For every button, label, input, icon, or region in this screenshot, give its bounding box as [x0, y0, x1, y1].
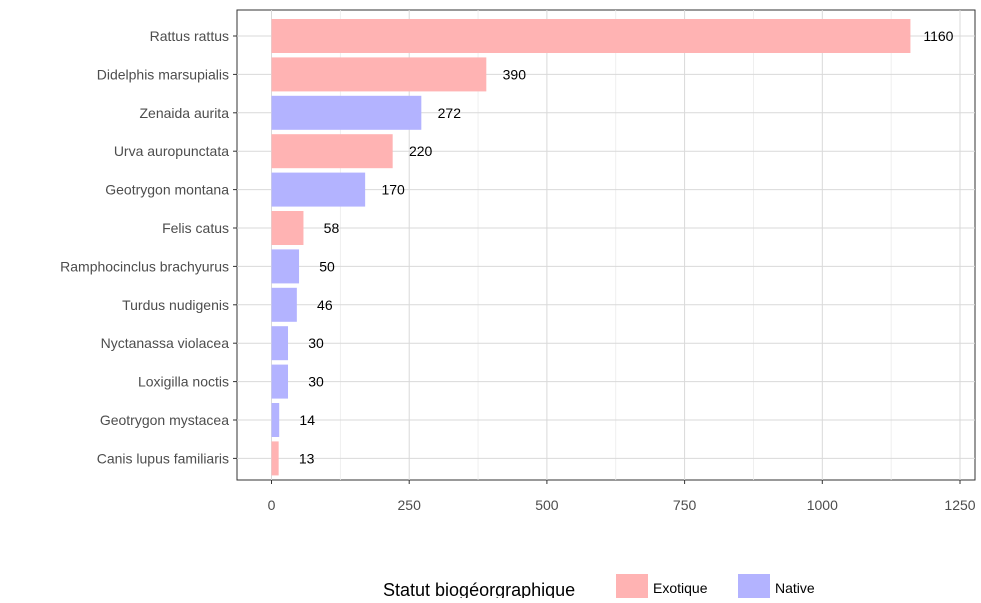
bar — [271, 134, 393, 169]
legend-label: Native — [775, 580, 815, 596]
data-label: 58 — [324, 220, 340, 236]
legend-key — [616, 574, 648, 602]
y-tick-label: Geotrygon montana — [105, 182, 229, 198]
y-tick-label: Rattus rattus — [150, 28, 229, 44]
bars — [271, 19, 911, 476]
data-label: 14 — [299, 412, 315, 428]
legend-title: Statut biogéorgraphique — [383, 580, 575, 598]
data-label: 46 — [317, 297, 333, 313]
bar — [271, 95, 422, 130]
data-label: 50 — [319, 258, 335, 274]
y-tick-label: Loxigilla noctis — [138, 374, 229, 390]
y-tick-label: Didelphis marsupialis — [97, 66, 229, 82]
bar — [271, 57, 487, 92]
x-tick-label: 1250 — [944, 497, 975, 513]
legend-key — [738, 574, 770, 602]
x-axis: 0 250 500 750 1000 1250 — [268, 480, 976, 513]
x-tick-label: 1000 — [807, 497, 838, 513]
bar — [271, 326, 289, 361]
bar — [271, 211, 304, 245]
x-tick-label: 250 — [398, 497, 422, 513]
data-label: 1160 — [923, 28, 953, 44]
x-tick-label: 750 — [673, 497, 697, 513]
y-tick-label: Zenaida aurita — [139, 105, 229, 121]
bar — [271, 364, 289, 399]
data-label: 272 — [438, 105, 462, 121]
y-tick-label: Geotrygon mystacea — [100, 412, 229, 428]
y-tick-label: Ramphocinclus brachyurus — [60, 258, 229, 274]
bar — [271, 441, 279, 476]
data-label: 30 — [308, 374, 324, 390]
data-labels: 1160 390 272 220 170 58 50 46 30 30 14 13 — [299, 28, 954, 466]
data-label: 390 — [503, 66, 527, 82]
bar — [271, 19, 911, 53]
y-tick-label: Felis catus — [162, 220, 229, 236]
data-label: 30 — [308, 335, 324, 351]
x-tick-label: 500 — [535, 497, 559, 513]
y-tick-label: Canis lupus familiaris — [97, 450, 229, 466]
y-tick-label: Urva auropunctata — [114, 143, 229, 159]
x-tick-label: 0 — [268, 497, 276, 513]
legend-label: Exotique — [653, 580, 708, 596]
data-label: 220 — [409, 143, 433, 159]
legend: Statut biogéorgraphique Exotique Native — [383, 574, 815, 602]
data-label: 170 — [381, 182, 405, 198]
data-label: 13 — [299, 450, 315, 466]
y-tick-label: Turdus nudigenis — [122, 297, 229, 313]
bar — [271, 403, 280, 437]
bar — [271, 172, 366, 207]
y-axis: Rattus rattus Didelphis marsupialis Zenaid… — [60, 28, 237, 466]
y-tick-label: Nyctanassa violacea — [101, 335, 230, 351]
bar — [271, 287, 297, 322]
bar — [271, 249, 300, 284]
